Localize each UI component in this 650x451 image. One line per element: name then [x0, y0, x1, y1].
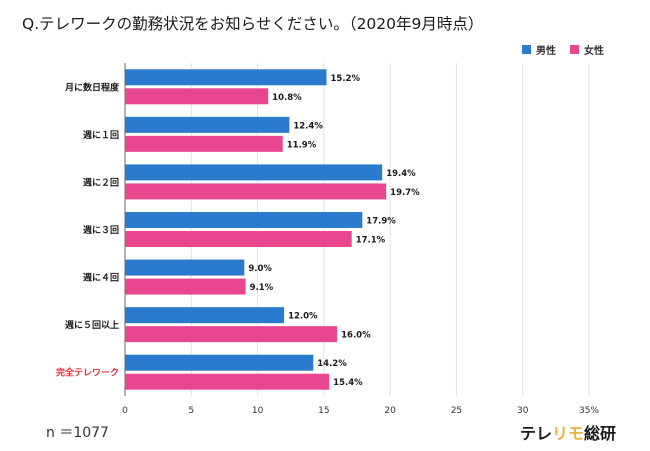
bar-female-1	[125, 135, 283, 152]
x-tick-label-5: 5	[188, 406, 194, 416]
x-tick-label-20: 20	[384, 406, 396, 416]
value-label-male-6: 14.2%	[317, 359, 347, 369]
bar-female-3	[125, 231, 352, 247]
value-label-female-5: 16.0%	[341, 331, 371, 341]
value-label-male-5: 12.0%	[288, 312, 318, 322]
x-tick-label-15: 15	[318, 406, 329, 416]
bar-male-0	[125, 69, 327, 86]
value-label-male-3: 17.9%	[366, 217, 396, 227]
logo-text-tele: テレ	[519, 424, 552, 443]
value-label-male-1: 12.4%	[293, 121, 323, 131]
bar-female-5	[125, 326, 338, 343]
value-label-male-2: 19.4%	[386, 169, 416, 179]
legend-item-male: 男性	[522, 42, 556, 57]
bar-female-6	[125, 373, 330, 390]
bar-female-2	[125, 183, 387, 200]
legend: 男性 女性	[522, 42, 604, 57]
logo-text-rimo: リモ	[551, 424, 584, 443]
legend-swatch-female	[570, 45, 579, 54]
x-tick-label-30: 30	[517, 406, 529, 416]
bar-male-1	[125, 116, 290, 133]
bar-female-0	[125, 88, 269, 105]
chart-title: Q.テレワークの勤務状況をお知らせください。（2020年9月時点）	[22, 15, 484, 33]
value-label-female-4: 9.1%	[250, 283, 274, 293]
legend-label-male: 男性	[536, 46, 556, 57]
value-label-female-6: 15.4%	[333, 378, 363, 388]
bar-male-2	[125, 164, 383, 181]
value-label-female-2: 19.7%	[390, 188, 420, 198]
category-label-6: 完全テレワーク	[56, 367, 119, 379]
x-tick-label-35: 35%	[579, 406, 599, 416]
telerimo-logo: テレリモ総研	[520, 420, 616, 444]
sample-size-note: n ＝1077	[46, 425, 109, 441]
legend-swatch-male	[522, 45, 531, 54]
bar-male-5	[125, 307, 285, 324]
category-label-5: 週に５回以上	[65, 319, 119, 331]
category-label-3: 週に３回	[83, 225, 119, 236]
bar-male-4	[125, 259, 245, 276]
bar-male-6	[125, 354, 314, 371]
value-label-male-0: 15.2%	[331, 74, 361, 84]
x-tick-label-25: 25	[451, 406, 462, 416]
value-label-male-4: 9.0%	[248, 264, 272, 274]
category-label-0: 月に数日程度	[64, 81, 120, 93]
value-label-female-1: 11.9%	[287, 140, 317, 150]
legend-label-female: 女性	[584, 46, 604, 57]
x-tick-label-0: 0	[122, 406, 128, 416]
x-tick-label-10: 10	[252, 406, 264, 416]
value-label-female-0: 10.8%	[272, 93, 302, 103]
legend-item-female: 女性	[570, 42, 604, 57]
category-label-1: 週に１回	[83, 130, 119, 141]
bar-female-4	[125, 278, 246, 295]
logo-text-souken: 総研	[583, 424, 616, 443]
value-label-female-3: 17.1%	[356, 236, 386, 246]
bar-male-3	[125, 212, 363, 228]
category-label-2: 週に２回	[83, 177, 119, 188]
category-label-4: 週に４回	[83, 273, 119, 284]
